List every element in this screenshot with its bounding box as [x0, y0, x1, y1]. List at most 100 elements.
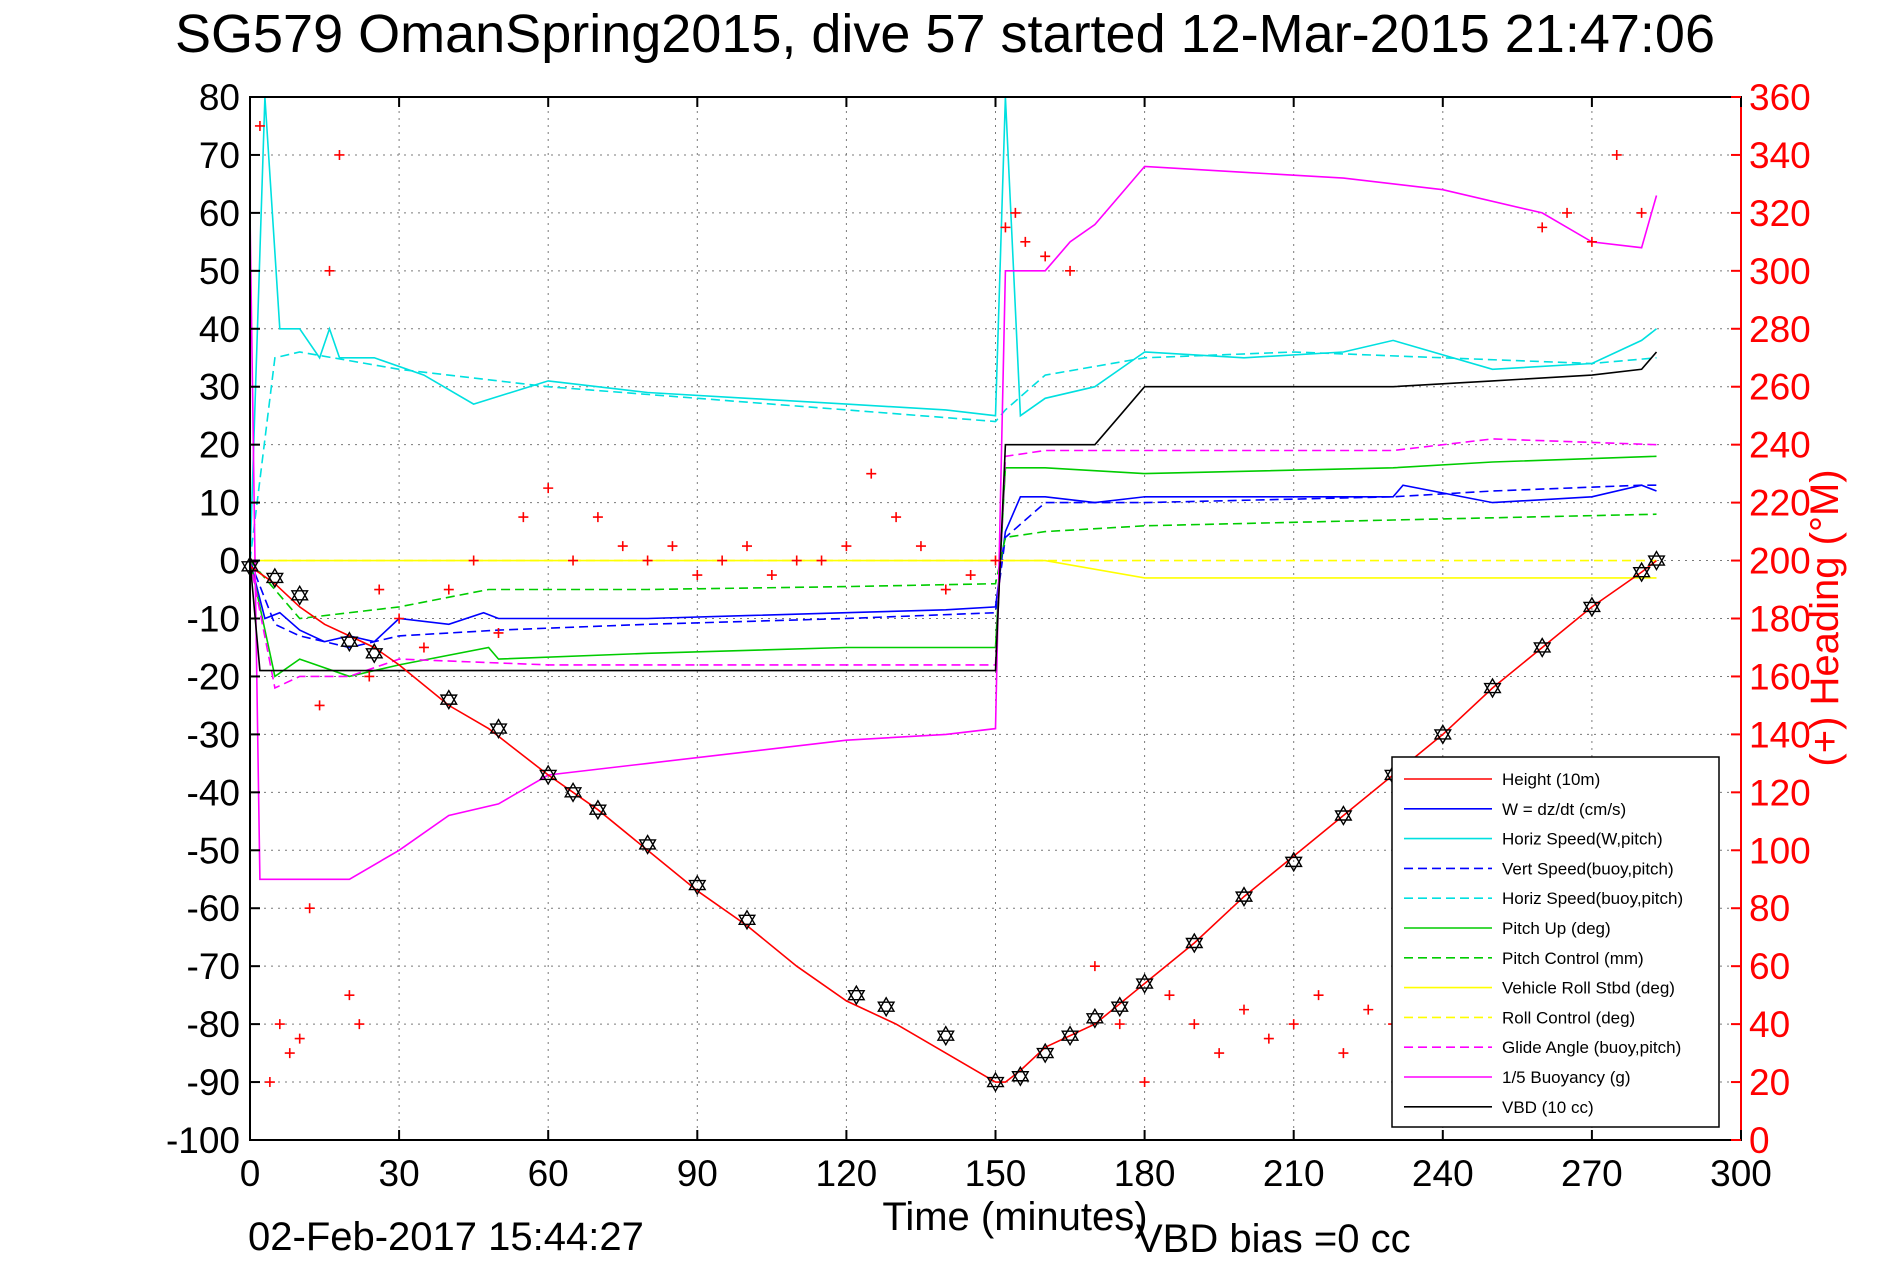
heading-point	[254, 120, 265, 131]
heading-point	[443, 584, 454, 595]
heading-point	[915, 541, 926, 552]
legend-label: Horiz Speed(W,pitch)	[1502, 830, 1663, 849]
depth-marker	[489, 718, 508, 739]
heading-point	[1537, 222, 1548, 233]
heading-point	[354, 1019, 365, 1030]
legend-label: Horiz Speed(buoy,pitch)	[1502, 889, 1683, 908]
x-tick-label: 120	[816, 1153, 878, 1194]
x-axis-label: Time (minutes)	[882, 1195, 1147, 1239]
heading-point	[1562, 207, 1573, 218]
series-line-vehicle-roll-stbd-deg	[250, 559, 1657, 579]
heading-point	[1040, 251, 1051, 262]
heading-point	[891, 512, 902, 523]
heading-point	[965, 570, 976, 581]
heading-point	[314, 700, 325, 711]
y-right-tick-label: 160	[1749, 656, 1811, 697]
series-line-vert-speed-buoy-pitch	[249, 484, 1657, 649]
y-right-tick-label: 60	[1749, 946, 1790, 987]
heading-point	[1114, 1019, 1125, 1030]
y-right-tick-label: 40	[1749, 1004, 1790, 1045]
heading-point	[294, 1033, 305, 1044]
heading-point	[418, 642, 429, 653]
x-tick-label: 210	[1263, 1153, 1325, 1194]
heading-point	[692, 570, 703, 581]
series-layer	[249, 96, 1658, 1083]
y-tick-label: -10	[187, 599, 240, 640]
heading-point	[264, 1077, 275, 1088]
legend-label: VBD (10 cc)	[1502, 1098, 1594, 1117]
legend-box	[1391, 756, 1720, 1128]
depth-marker	[1483, 677, 1502, 699]
legend-label: Vert Speed(buoy,pitch)	[1502, 859, 1674, 878]
heading-point	[1189, 1019, 1200, 1030]
y-tick-label: 80	[199, 77, 240, 118]
depth-marker	[847, 984, 866, 1006]
heading-point	[1000, 222, 1011, 233]
y-tick-label: 20	[199, 425, 240, 466]
series-line-1-5-buoyancy-g	[249, 165, 1658, 881]
heading-point	[1636, 207, 1647, 218]
heading-point	[816, 555, 827, 566]
depth-marker	[986, 1071, 1005, 1093]
y-right-tick-label: 240	[1749, 425, 1811, 466]
legend-label: Pitch Control (mm)	[1502, 949, 1644, 968]
y-right-tick-label: 200	[1749, 541, 1811, 582]
depth-marker	[1110, 996, 1129, 1018]
heading-point	[1239, 1004, 1249, 1015]
y-right-tick-label: 100	[1749, 830, 1811, 871]
heading-point	[742, 541, 752, 552]
depth-marker	[936, 1025, 955, 1047]
series-line-pitch-control-mm	[249, 513, 1657, 620]
depth-marker	[1234, 886, 1254, 908]
legend-label: Pitch Up (deg)	[1502, 919, 1611, 938]
heading-point	[1288, 1019, 1299, 1030]
y-axis-right-label: (+) Heading (°M)	[1803, 469, 1847, 766]
y-tick-label: 60	[199, 193, 240, 234]
heading-point	[1338, 1048, 1349, 1059]
heading-point	[1586, 236, 1597, 247]
heading-point	[468, 555, 479, 566]
legend-label: Vehicle Roll Stbd (deg)	[1502, 979, 1675, 998]
series-line-pitch-up-deg	[249, 455, 1657, 678]
heading-point	[304, 903, 315, 914]
depth-marker	[564, 781, 583, 803]
y-tick-label: -30	[187, 714, 240, 755]
depth-marker	[1582, 596, 1601, 618]
y-tick-label: -20	[187, 656, 240, 697]
heading-point	[791, 555, 802, 566]
heading-point	[324, 265, 335, 276]
depth-marker	[638, 834, 657, 855]
depth-marker	[877, 996, 896, 1018]
heading-point	[1611, 149, 1622, 160]
depth-marker	[588, 799, 607, 821]
y-right-tick-label: 20	[1749, 1062, 1790, 1103]
y-tick-label: 10	[199, 483, 240, 524]
depth-marker	[1284, 851, 1303, 873]
depth-marker	[1647, 550, 1666, 571]
y-right-tick-label: 260	[1749, 367, 1811, 408]
legend: Height (10m) W = dz/dt (cm/s) Horiz Speed(…	[1391, 756, 1720, 1128]
legend-label: W = dz/dt (cm/s)	[1502, 800, 1626, 819]
heading-point	[493, 627, 504, 638]
depth-marker	[539, 764, 558, 786]
heading-point	[592, 512, 603, 523]
depth-marker	[1185, 932, 1204, 954]
heading-point	[364, 671, 375, 682]
y-tick-label: -90	[187, 1062, 240, 1103]
y-tick-label: -70	[187, 946, 240, 987]
depth-marker	[1632, 561, 1651, 583]
depth-marker	[1036, 1042, 1055, 1064]
x-tick-label: 180	[1114, 1153, 1176, 1194]
legend-label: Height (10m)	[1502, 770, 1600, 789]
depth-marker	[1085, 1007, 1104, 1029]
y-right-tick-label: 320	[1749, 193, 1811, 234]
depth-marker	[737, 909, 757, 931]
x-tick-label: 300	[1710, 1153, 1772, 1194]
chart-title: SG579 OmanSpring2015, dive 57 started 12…	[175, 4, 1715, 64]
y-tick-label: 70	[199, 135, 240, 176]
heading-point	[990, 555, 1001, 566]
heading-point	[1363, 1004, 1374, 1015]
heading-point	[1139, 1077, 1150, 1088]
depth-marker	[340, 631, 359, 653]
